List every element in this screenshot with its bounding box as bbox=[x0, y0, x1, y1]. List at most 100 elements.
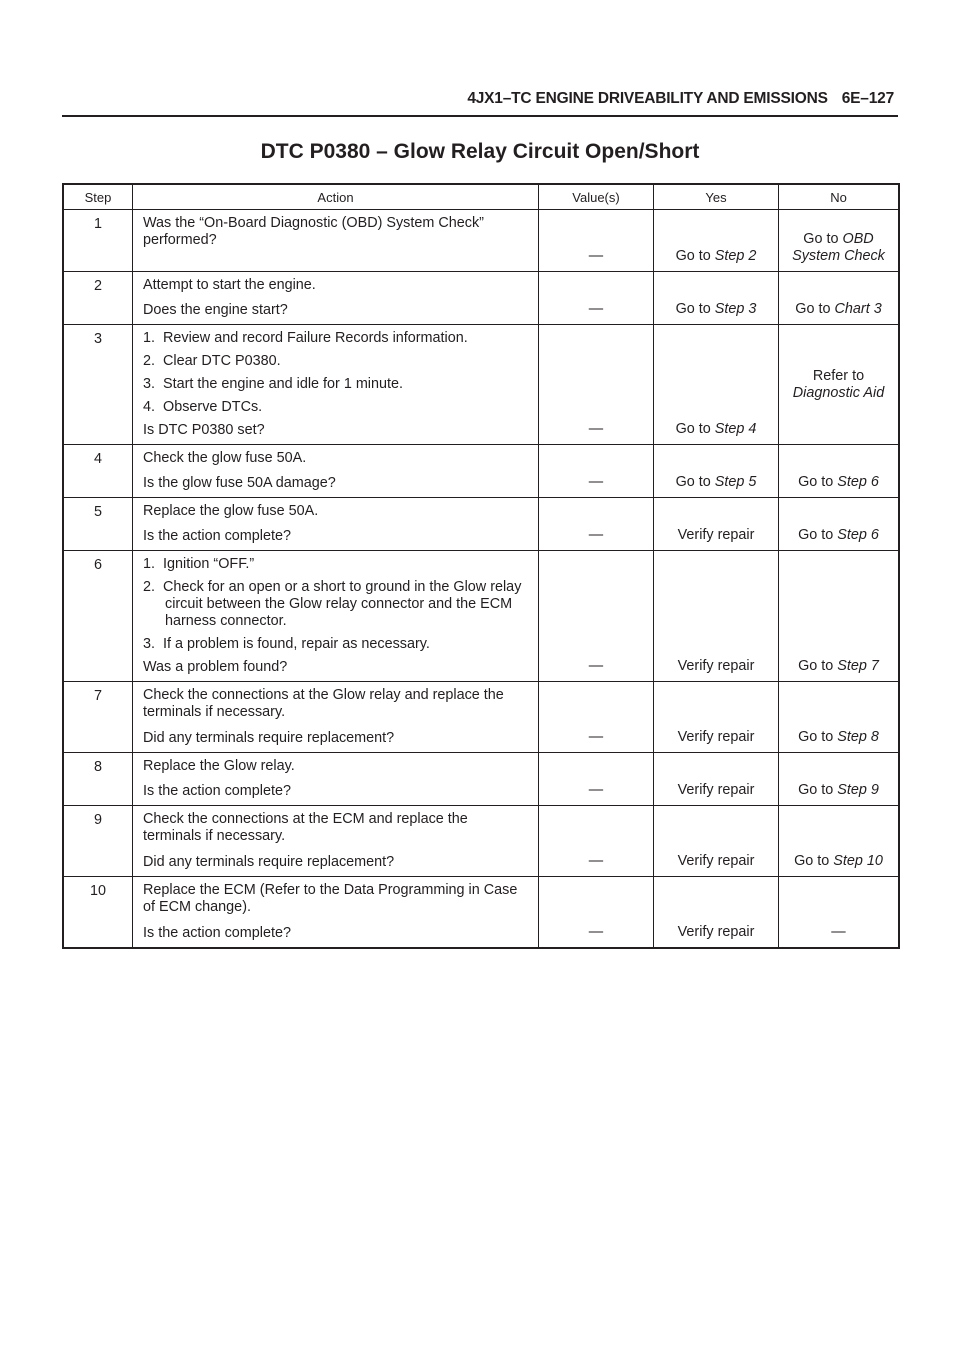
yes-cell: Verify repair bbox=[653, 876, 779, 949]
no-cell: Refer to Diagnostic Aid bbox=[778, 324, 900, 445]
result-text: Go to bbox=[798, 474, 838, 490]
no-cell: Go to Step 10 bbox=[778, 805, 900, 877]
action-text: Review and record Failure Records inform… bbox=[163, 330, 468, 346]
no-cell: Go to Step 9 bbox=[778, 752, 900, 806]
value-cell: — bbox=[538, 805, 654, 877]
no-cell: Go to Step 7 bbox=[778, 550, 900, 682]
action-text: Replace the Glow relay. bbox=[143, 758, 295, 774]
no-result: Go to Step 7 bbox=[779, 658, 898, 675]
action-cell: Replace the ECM (Refer to the Data Progr… bbox=[132, 876, 539, 949]
action-text: Check for an open or a short to ground i… bbox=[163, 579, 522, 629]
no-result: Go to OBD System Check bbox=[779, 231, 898, 265]
table-header-row: Step Action Value(s) Yes No bbox=[62, 183, 900, 210]
running-header: 4JX1–TC ENGINE DRIVEABILITY AND EMISSION… bbox=[467, 90, 894, 108]
action-instruction: 2. Clear DTC P0380. bbox=[143, 353, 530, 370]
step-number: 3 bbox=[62, 324, 133, 445]
no-result: Go to Step 8 bbox=[779, 729, 898, 746]
table-row: 2 Attempt to start the engine. Does the en… bbox=[62, 271, 900, 325]
no-cell: Go to OBD System Check bbox=[778, 209, 900, 272]
item-number: 4. bbox=[143, 399, 156, 415]
action-instruction: Replace the ECM (Refer to the Data Progr… bbox=[143, 882, 530, 916]
action-cell: Was the “On-Board Diagnostic (OBD) Syste… bbox=[132, 209, 539, 272]
action-text: Is the action complete? bbox=[143, 528, 291, 544]
step-reference: Step 2 bbox=[714, 248, 757, 264]
action-cell: Replace the glow fuse 50A. Is the action … bbox=[132, 497, 539, 551]
action-cell: Check the connections at the ECM and rep… bbox=[132, 805, 539, 877]
step-reference: Step 6 bbox=[837, 527, 879, 543]
action-content: Check the connections at the Glow relay … bbox=[143, 687, 530, 747]
action-question: Is DTC P0380 set? bbox=[143, 422, 530, 439]
yes-cell: Verify repair bbox=[653, 681, 779, 753]
no-cell: Go to Step 6 bbox=[778, 444, 900, 498]
result-text: Go to bbox=[798, 729, 838, 745]
yes-result: Go to Step 2 bbox=[654, 248, 778, 265]
action-instruction: 4. Observe DTCs. bbox=[143, 399, 530, 416]
col-step: Step bbox=[62, 183, 133, 210]
result-text: Go to bbox=[794, 853, 834, 869]
result-text: Refer to bbox=[812, 367, 865, 384]
col-no: No bbox=[778, 183, 900, 210]
no-result: Go to Step 6 bbox=[779, 474, 898, 491]
action-text: Is DTC P0380 set? bbox=[143, 422, 265, 438]
action-content: Attempt to start the engine. Does the eng… bbox=[143, 277, 530, 319]
action-instruction: 1. Ignition “OFF.” bbox=[143, 556, 530, 573]
col-values: Value(s) bbox=[538, 183, 654, 210]
value-cell: — bbox=[538, 271, 654, 325]
action-instruction: Check the connections at the Glow relay … bbox=[143, 687, 530, 721]
value-cell: — bbox=[538, 444, 654, 498]
action-content: Replace the Glow relay. Is the action com… bbox=[143, 758, 530, 800]
table-row: 1 Was the “On-Board Diagnostic (OBD) Syst… bbox=[62, 209, 900, 272]
step-reference: Chart 3 bbox=[834, 301, 882, 317]
action-text: Clear DTC P0380. bbox=[163, 353, 281, 369]
action-instruction: Attempt to start the engine. bbox=[143, 277, 530, 294]
result-text: Go to bbox=[675, 301, 715, 317]
result-text: Verify repair bbox=[677, 853, 755, 869]
action-instruction: 2. Check for an open or a short to groun… bbox=[143, 579, 530, 630]
action-text: Is the action complete? bbox=[143, 783, 291, 799]
result-text: Go to bbox=[675, 421, 715, 437]
action-instruction: Replace the glow fuse 50A. bbox=[143, 503, 530, 520]
yes-result: Verify repair bbox=[654, 729, 778, 746]
result-text: Verify repair bbox=[677, 782, 755, 798]
action-question: Is the glow fuse 50A damage? bbox=[143, 475, 530, 492]
result-text: Verify repair bbox=[677, 729, 755, 745]
item-number: 3. bbox=[143, 636, 156, 652]
result-text: Verify repair bbox=[677, 527, 755, 543]
step-reference: Diagnostic Aid bbox=[792, 384, 885, 401]
page-number: 6E–127 bbox=[841, 90, 894, 107]
no-result: — bbox=[779, 924, 898, 941]
yes-cell: Go to Step 2 bbox=[653, 209, 779, 272]
action-text: Does the engine start? bbox=[143, 302, 288, 318]
action-cell: Check the glow fuse 50A. Is the glow fuse… bbox=[132, 444, 539, 498]
no-cell: Go to Step 8 bbox=[778, 681, 900, 753]
yes-cell: Go to Step 3 bbox=[653, 271, 779, 325]
table-row: 10 Replace the ECM (Refer to the Data Pro… bbox=[62, 876, 900, 949]
action-text: Check the connections at the Glow relay … bbox=[143, 687, 504, 720]
step-reference: Step 4 bbox=[714, 421, 757, 437]
yes-cell: Verify repair bbox=[653, 550, 779, 682]
table-row: 6 1. Ignition “OFF.” 2. Check for an open … bbox=[62, 550, 900, 682]
result-text: Go to bbox=[803, 231, 843, 247]
step-number: 1 bbox=[62, 209, 133, 272]
table-row: 8 Replace the Glow relay. Is the action co… bbox=[62, 752, 900, 806]
no-cell: Go to Chart 3 bbox=[778, 271, 900, 325]
action-text: Replace the ECM (Refer to the Data Progr… bbox=[143, 882, 518, 915]
yes-result: Verify repair bbox=[654, 658, 778, 675]
table-row: 7 Check the connections at the Glow relay… bbox=[62, 681, 900, 753]
step-number: 7 bbox=[62, 681, 133, 753]
action-question: Does the engine start? bbox=[143, 302, 530, 319]
action-text: Attempt to start the engine. bbox=[143, 277, 316, 293]
action-content: Replace the glow fuse 50A. Is the action … bbox=[143, 503, 530, 545]
col-action: Action bbox=[132, 183, 539, 210]
item-number: 1. bbox=[143, 556, 156, 572]
result-text: Go to bbox=[798, 782, 838, 798]
action-question: Did any terminals require replacement? bbox=[143, 730, 530, 747]
step-number: 8 bbox=[62, 752, 133, 806]
result-text: Go to bbox=[798, 527, 838, 543]
yes-result: Go to Step 4 bbox=[654, 421, 778, 438]
action-cell: Attempt to start the engine. Does the eng… bbox=[132, 271, 539, 325]
no-result: Go to Step 6 bbox=[779, 527, 898, 544]
result-text: Go to bbox=[675, 248, 715, 264]
action-question: Is the action complete? bbox=[143, 528, 530, 545]
yes-result: Verify repair bbox=[654, 782, 778, 799]
